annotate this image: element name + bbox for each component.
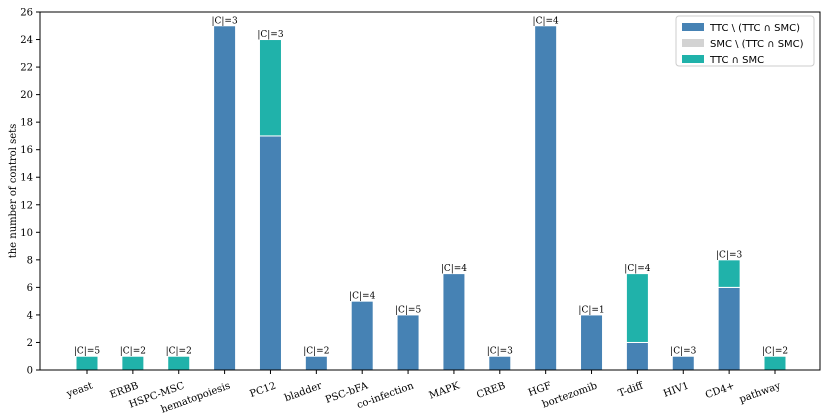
y-tick-label: 18 <box>20 118 33 129</box>
bar-segment-ttc-smc-intersection <box>258 39 282 137</box>
x-tick-label: CD4+ <box>704 381 736 402</box>
x-tick-label: PC12 <box>248 381 277 401</box>
plot-frame <box>39 11 821 371</box>
bar-segment-ttc-only <box>350 300 374 371</box>
bar-label: |C|=3 <box>670 347 696 357</box>
bar-segment-ttc-only <box>580 314 604 371</box>
bar-segment-ttc-only <box>534 25 558 371</box>
legend-label: TTC ∩ SMC <box>709 55 764 66</box>
bar-label: |C|=3 <box>487 347 513 357</box>
y-tick-label: 16 <box>20 145 33 156</box>
x-tick-label: T-diff <box>617 380 646 399</box>
legend-box <box>675 15 815 67</box>
legend-swatch <box>682 39 704 47</box>
x-tick-label: HIV1 <box>662 381 690 400</box>
y-tick-label: 2 <box>27 338 33 349</box>
bars-layer <box>75 25 787 371</box>
x-tick-label: pathway <box>738 380 782 405</box>
bar-label: |C|=3 <box>716 250 742 260</box>
y-tick-label: 24 <box>20 35 33 46</box>
bar-segment-ttc-smc-intersection <box>625 273 649 343</box>
y-tick-label: 6 <box>27 283 33 294</box>
bar-segment-ttc-only <box>396 314 420 371</box>
y-tick-label: 4 <box>27 310 33 321</box>
legend-swatch <box>682 23 704 31</box>
y-tick-label: 12 <box>20 200 33 211</box>
bar-segment-ttc-only <box>488 355 512 371</box>
bar-segment-ttc-smc-intersection <box>121 355 145 371</box>
y-tick-label: 0 <box>27 366 33 377</box>
y-tick-label: 26 <box>20 8 33 19</box>
bar-label: |C|=3 <box>211 16 237 26</box>
bar-label: |C|=3 <box>257 30 283 40</box>
bar-segment-ttc-smc-intersection <box>167 355 191 371</box>
bar-segment-ttc-only <box>442 273 466 371</box>
bar-label: |C|=4 <box>441 264 467 274</box>
bar-label: |C|=4 <box>349 292 375 302</box>
x-tick-label: bladder <box>283 380 324 404</box>
y-axis-title: the number of control sets <box>8 124 19 259</box>
bar-label: |C|=5 <box>74 347 100 357</box>
bar-segment-ttc-smc-intersection <box>763 355 787 371</box>
y-tick-label: 14 <box>20 173 33 184</box>
y-tick-label: 22 <box>20 63 33 74</box>
y-tick-label: 10 <box>20 228 33 239</box>
bar-label: |C|=1 <box>578 305 604 315</box>
x-tick-label: CREB <box>475 381 507 402</box>
legend-label: SMC \ (TTC ∩ SMC) <box>710 39 804 50</box>
legend-swatch <box>682 55 704 63</box>
bar-label: |C|=4 <box>624 264 650 274</box>
legend-label: TTC \ (TTC ∩ SMC) <box>709 23 800 34</box>
bar-segment-ttc-smc-intersection <box>717 259 741 288</box>
bar-segment-ttc-smc-intersection <box>75 355 99 371</box>
y-tick-label: 20 <box>20 90 33 101</box>
bar-label: |C|=2 <box>166 347 192 357</box>
bar-segment-ttc-only <box>625 341 649 371</box>
bar-segment-ttc-only <box>213 25 237 371</box>
x-tick-label: yeast <box>64 381 94 401</box>
y-tick-label: 8 <box>27 255 33 266</box>
bar-segment-ttc-only <box>258 135 282 371</box>
bar-label: |C|=4 <box>533 16 559 26</box>
bar-segment-ttc-only <box>671 355 695 371</box>
bar-segment-ttc-only <box>304 355 328 371</box>
bar-label: |C|=2 <box>303 347 329 357</box>
x-tick-label: MAPK <box>428 380 462 401</box>
bar-label: |C|=2 <box>762 347 788 357</box>
bar-segment-ttc-only <box>717 286 741 371</box>
bar-labels-layer: |C|=5 |C|=2 |C|=2 |C|=3 |C|=3 |C|=2 |C|=4 |C|=5… <box>74 16 788 356</box>
bar-label: |C|=5 <box>395 305 421 315</box>
x-tick-label: HGF <box>527 380 553 398</box>
legend: TTC \ (TTC ∩ SMC) SMC \ (TTC ∩ SMC) TTC ∩ … <box>675 15 815 67</box>
bar-label: |C|=2 <box>120 347 146 357</box>
